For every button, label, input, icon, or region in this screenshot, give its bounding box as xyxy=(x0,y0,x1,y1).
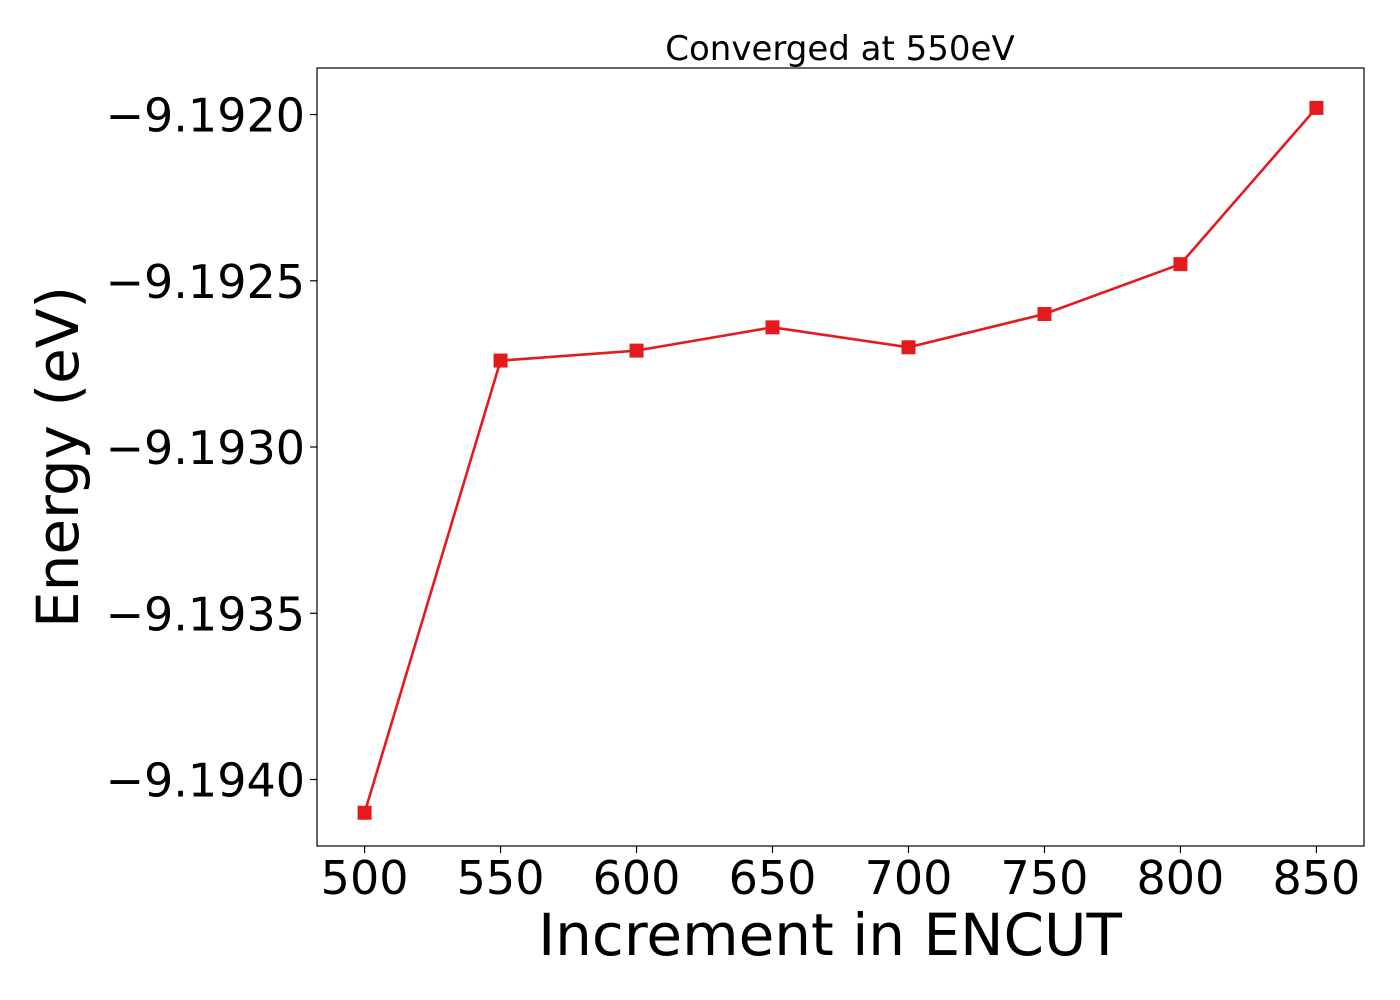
x-tick-label: 750 xyxy=(1001,851,1089,905)
x-tick-label: 850 xyxy=(1273,851,1361,905)
chart-title: Converged at 550eV xyxy=(665,29,1014,69)
y-axis-label: Energy (eV) xyxy=(24,286,92,628)
x-tick-label: 650 xyxy=(729,851,817,905)
y-tick-label: −9.1935 xyxy=(106,587,306,641)
data-point-marker xyxy=(901,340,916,355)
plot-area-frame xyxy=(316,67,1365,847)
y-axis-ticks: −9.1920 −9.1925 −9.1930 −9.1935 −9.1940 xyxy=(106,89,317,808)
x-axis-label: Increment in ENCUT xyxy=(538,901,1122,969)
x-axis-ticks: 500 550 600 650 700 750 800 850 xyxy=(321,846,1361,905)
y-tick-label: −9.1940 xyxy=(106,754,306,808)
y-tick-label: −9.1930 xyxy=(106,421,306,475)
y-tick-label: −9.1925 xyxy=(106,255,306,309)
data-point-marker xyxy=(1037,307,1052,322)
x-tick-label: 800 xyxy=(1137,851,1225,905)
data-point-marker xyxy=(493,353,508,368)
x-tick-label: 600 xyxy=(593,851,681,905)
data-point-marker xyxy=(765,320,780,335)
series-line xyxy=(363,107,1318,814)
data-point-marker xyxy=(1173,257,1188,272)
x-tick-label: 700 xyxy=(865,851,953,905)
x-tick-label: 500 xyxy=(321,851,409,905)
x-tick-label: 550 xyxy=(457,851,545,905)
data-point-marker xyxy=(1309,100,1324,115)
data-point-marker xyxy=(629,343,644,358)
data-point-marker xyxy=(357,805,372,820)
y-tick-label: −9.1920 xyxy=(106,89,306,143)
series-layer xyxy=(357,100,1324,820)
